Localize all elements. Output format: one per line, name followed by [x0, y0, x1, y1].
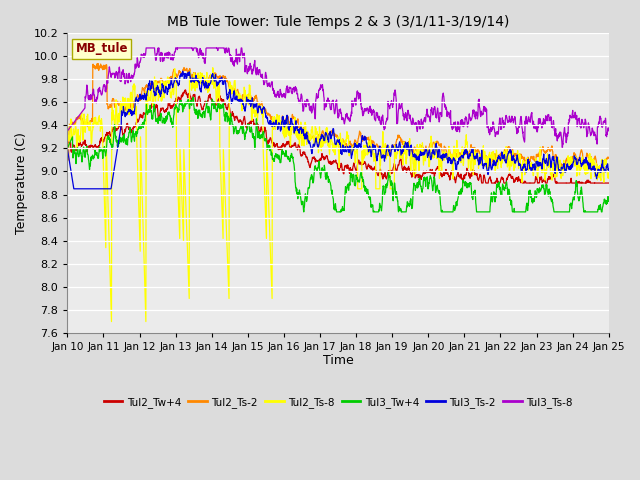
Title: MB Tule Tower: Tule Temps 2 & 3 (3/1/11-3/19/14): MB Tule Tower: Tule Temps 2 & 3 (3/1/11-…: [167, 15, 509, 29]
Legend: Tul2_Tw+4, Tul2_Ts-2, Tul2_Ts-8, Tul3_Tw+4, Tul3_Ts-2, Tul3_Ts-8: Tul2_Tw+4, Tul2_Ts-2, Tul2_Ts-8, Tul3_Tw…: [100, 393, 577, 412]
Y-axis label: Temperature (C): Temperature (C): [15, 132, 28, 234]
X-axis label: Time: Time: [323, 354, 353, 367]
Text: MB_tule: MB_tule: [76, 42, 128, 56]
